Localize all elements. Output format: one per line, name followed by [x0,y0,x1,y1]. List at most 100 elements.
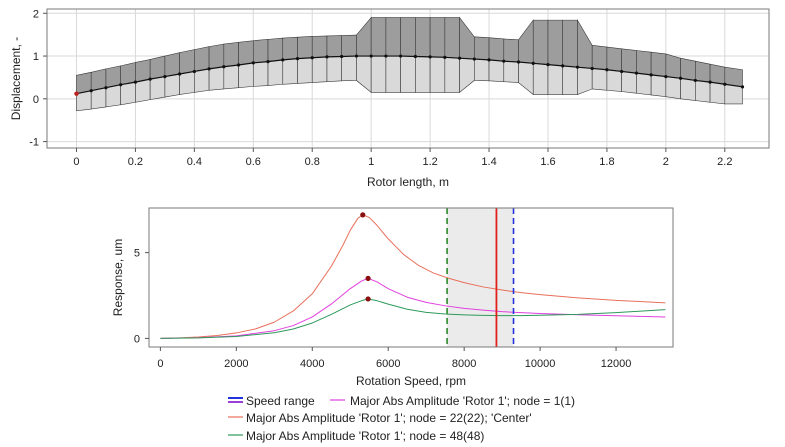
rotor-element-upper [503,38,519,63]
rotor-node [590,66,594,71]
rotor-element-lower [326,56,342,83]
rotor-element-upper [326,35,342,58]
legend-node-22: Major Abs Amplitude 'Rotor 1'; node = 22… [228,411,532,425]
top-x-tick-label: 2 [663,156,669,168]
top-y-axis-label: Displacement, - [9,37,23,120]
rotor-node [740,85,745,89]
response-peaks [360,212,371,302]
rotor-element-upper [400,17,416,57]
rotor-element-lower [488,59,505,83]
rotor-element-upper [547,19,564,67]
rotor-node [207,67,211,71]
rotor-node [384,54,388,58]
rotor-node [281,58,285,62]
rotor-element-lower [562,65,578,95]
rotor-element-lower [297,57,313,84]
legend-speed-range-label: Speed range [246,394,315,408]
bottom-x-axis-label: Rotation Speed, rpm [356,374,466,388]
rotor-centerline [76,55,743,95]
rotor-element-upper [591,45,608,71]
bottom-y-tick-label: 0 [134,333,140,345]
rotor-node [620,69,624,74]
rotor-element-upper [532,19,549,65]
rotor-node [723,82,727,86]
mode-shape-chart: 0 0.2 0.4 0.6 0.8 1 1.2 1.4 1.6 1.8 2 2.2 -1 0 1 2 Rot… [9,8,770,189]
rotor-node [487,58,491,62]
rotor-element-lower [606,69,622,92]
rotor-node [678,76,683,80]
rotor-element-upper [90,68,107,92]
rotor-element-upper [709,63,726,85]
rotor-element-upper [636,50,652,76]
rotor-element-lower [621,71,637,94]
rotor-node [502,59,506,63]
bottom-x-ticks: 0 2000 4000 6000 8000 10000 12000 [157,347,631,370]
rotor-element-upper [665,53,681,79]
top-x-tick-label: 2.2 [717,156,732,168]
rotor-element-lower [503,60,519,83]
rotor-element-upper [459,16,475,60]
rotor-node [354,54,359,58]
rotor-node [340,54,344,59]
rotor-element-lower [591,68,608,91]
rotor-node [178,72,182,76]
rotor-element-upper [356,16,372,57]
rotor-element-upper [518,19,534,64]
bottom-y-ticks: 05 [134,248,149,345]
rotor-element-upper [341,34,357,57]
top-x-tick-label: 0 [73,156,79,168]
rotor-element-upper [179,49,195,75]
legend-node-22-label: Major Abs Amplitude 'Rotor 1'; node = 22… [246,411,532,425]
rotor-element-upper [577,19,593,69]
top-y-tick-label: -1 [29,137,39,149]
bottom-x-tick-label: 8000 [452,358,476,370]
legend-node-1: Major Abs Amplitude 'Rotor 1'; node = 1(… [330,394,575,408]
rotor-element-upper [297,36,313,59]
rotor-node [325,55,329,59]
rotor-node [634,71,638,75]
rotor-element-upper [164,52,180,77]
rotor-element-lower [356,55,372,94]
rotor-element-upper [120,62,136,86]
rotor-node [693,78,697,83]
rotor-element-upper [105,65,121,89]
rotor-element-lower [208,66,225,91]
bottom-plot-frame [148,207,674,348]
rotor-element-upper [385,17,401,57]
rotor-element-upper [606,46,622,72]
rotor-element-lower [665,76,681,100]
response-series-line [160,277,666,339]
top-x-ticks: 0 0.2 0.4 0.6 0.8 1 1.2 1.4 1.6 1.8 2 2.2 [73,148,732,168]
rotor-element-lower [341,55,357,82]
rotor-element-lower [194,68,210,93]
rotor-element-upper [429,17,446,58]
rotor-element-lower [370,55,387,93]
rotor-node [119,83,123,87]
rotor-element-lower [650,74,667,98]
rotor-element-upper [238,40,254,66]
rotor-element-upper [135,59,151,83]
rotor-node [457,56,462,60]
response-peak-marker [360,212,366,218]
rotor-node [399,54,403,58]
rotor-node [133,80,138,84]
rotor-element-lower [135,78,151,103]
rotor-element-upper [474,36,490,61]
rotor-element-lower [282,58,298,85]
rotor-element-lower [518,61,534,96]
rotor-element-lower [252,61,269,87]
rotor-node [369,54,373,58]
rotor-node [561,64,565,68]
rotor-element-lower [164,73,180,98]
legend-speed-range: Speed range [228,394,315,408]
rotor-node [163,74,167,79]
bottom-y-tick-label: 5 [134,248,140,260]
rotor-element-lower [179,71,195,95]
rotor-element-upper [680,57,696,81]
rotor-element-lower [547,64,564,95]
rotor-element-upper [724,66,743,88]
top-x-tick-label: 0.4 [187,156,202,168]
bottom-y-axis-label: Response, um [111,239,125,316]
rotor-element-lower [90,87,107,110]
bottom-x-tick-label: 6000 [376,358,400,370]
